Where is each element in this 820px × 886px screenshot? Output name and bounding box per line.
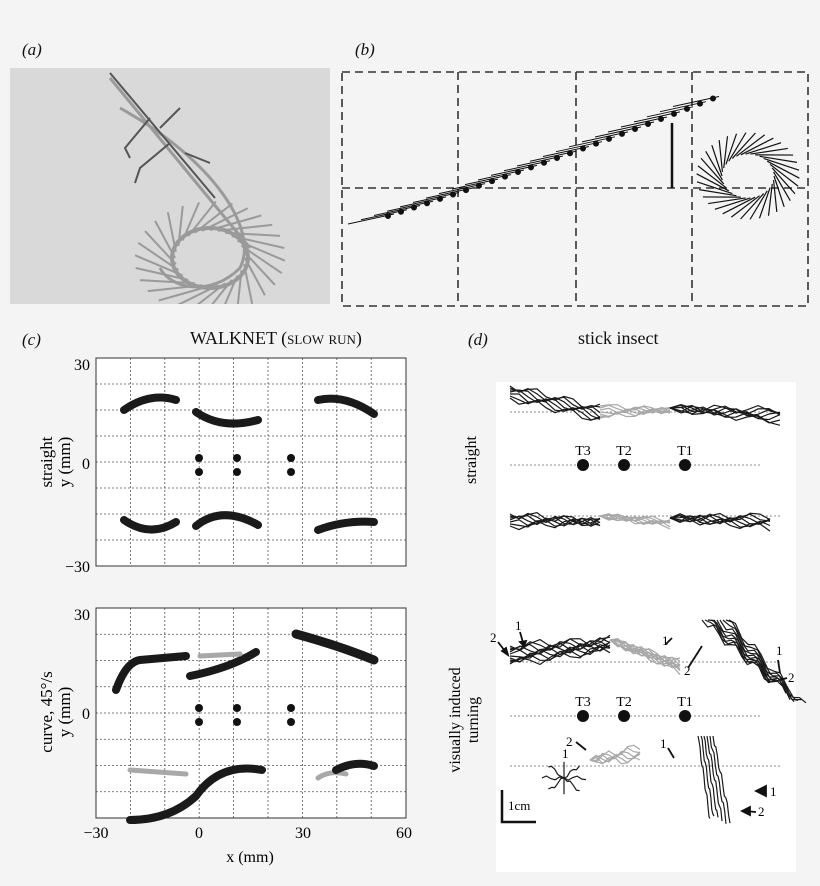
d-bot-T3: T3 [575,695,591,710]
c-top-ylabel-2: y (mm) [55,437,74,488]
d-top-T1: T1 [677,444,693,459]
d-arrow-1e: 1 [660,736,667,751]
c-xtick-neg30: −30 [83,825,108,842]
panel-b-label: (b) [355,40,375,59]
d-arrow-2c: 2 [788,670,795,685]
panel-d-label: (d) [468,330,488,349]
d-arrow-1f: 1 [770,784,777,799]
c-bot-ytick-0: 0 [82,706,90,723]
d-bot-T1: T1 [677,695,693,710]
d-arrow-2a: 2 [490,630,497,645]
panel-d-title: stick insect [578,328,659,348]
c-xtick-60: 60 [396,825,412,842]
d-turning-label-2: turning [465,697,482,743]
c-top-ytick-neg30: −30 [65,559,90,576]
c-xlabel: x (mm) [226,849,274,866]
d-arrow-2d: 2 [566,734,573,749]
c-xtick-30: 30 [295,825,311,842]
d-arrow-1c: 1 [776,643,783,658]
d-arrow-2b: 2 [684,663,691,678]
d-arrow-1a: 1 [515,618,522,633]
stick-insect-photo [10,68,330,316]
panel-c-title: WALKNET (slow run) [190,328,362,348]
d-top-T3: T3 [575,444,591,459]
d-arrow-1d: 1 [562,746,569,761]
c-top-ytick-0: 0 [82,456,90,473]
panel-c-plots: 30 0 −30 30 0 −30 0 30 60 x (mm) straigh… [37,357,412,866]
c-xtick-0: 0 [195,825,203,842]
d-arrow-1b: 1 [662,633,669,648]
d-arrow-2f: 2 [758,804,765,819]
d-scale-bar: 1cm [508,798,530,813]
c-bot-ylabel-2: y (mm) [55,687,74,738]
c-top-ytick-30: 30 [74,357,90,374]
d-turning-label-1: visually induced [447,667,464,772]
panel-c-label: (c) [22,330,41,349]
c-top-ylabel-1: straight [37,436,56,487]
c-bot-ylabel-1: curve, 45°/s [37,671,56,752]
d-straight-label: straight [463,435,480,484]
panel-a-label: (a) [22,40,42,59]
d-bot-T2: T2 [616,695,632,710]
panel-d-plots: straight visually induced turning T3 T2 … [447,382,807,872]
panel-b-tracks [341,71,809,307]
d-top-T2: T2 [616,444,632,459]
photo-drawing [108,72,286,316]
c-bot-ytick-30: 30 [74,607,90,624]
